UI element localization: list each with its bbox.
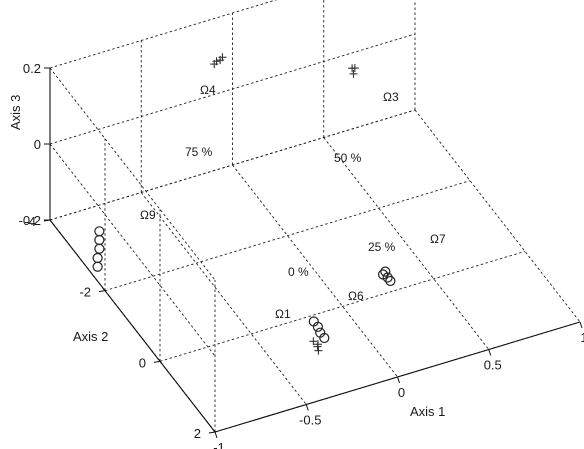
- x-tick-label: 1: [580, 330, 584, 345]
- data-point-circle: [308, 316, 319, 327]
- floor-grid-line: [140, 192, 307, 405]
- y-axis-label: Axis 2: [73, 329, 108, 344]
- cluster-label-omega-7: Ω7: [430, 232, 446, 246]
- x-tick-label: -0.5: [299, 413, 321, 428]
- annotation-50-percent: 50 %: [334, 151, 362, 165]
- data-point-circle: [94, 226, 105, 237]
- floor-grid-line: [159, 250, 526, 362]
- axes-box: [43, 67, 583, 439]
- x-tick-mark: [488, 349, 492, 356]
- y-tick-label: -2: [79, 285, 91, 300]
- y-tick-label: 2: [194, 426, 201, 441]
- back-wall-grid-line: [49, 109, 416, 221]
- data-point-plus: [313, 340, 322, 349]
- x-tick-mark: [579, 321, 583, 329]
- data-point-circle: [92, 261, 103, 272]
- annotation-25-percent: 25 %: [368, 240, 396, 254]
- y-tick-mark: [153, 360, 161, 363]
- data-point-plus: [218, 53, 227, 62]
- z-tick-label: 0.2: [23, 61, 41, 76]
- back-wall-grid-line: [49, 33, 416, 145]
- y-tick-label: 0: [139, 355, 146, 370]
- data-point-plus: [212, 57, 221, 66]
- z-tick-label: -0.2: [19, 213, 41, 228]
- cluster-label-omega-1: Ω1: [275, 307, 291, 321]
- floor-grid-line: [414, 109, 581, 323]
- z-axis-label: Axis 3: [8, 95, 23, 130]
- data-point-plus: [348, 64, 357, 73]
- y-tick-mark: [98, 290, 106, 293]
- x-axis-label: Axis 1: [410, 404, 445, 419]
- tick-labels: -1 -0.5 0 0.5 1 -4 -2 0 2 -0.2 0 0.2: [19, 61, 584, 449]
- floor-grid-line: [232, 164, 398, 378]
- cluster-label-omega-3: Ω3: [383, 90, 399, 104]
- x-tick-label: 0.5: [484, 358, 502, 373]
- annotation-0-percent: 0 %: [288, 265, 309, 279]
- y-axis-line: [49, 219, 216, 433]
- side-wall-grid-line: [49, 67, 216, 281]
- y-tick-label: -4: [24, 214, 36, 229]
- annotation-75-percent: 75 %: [185, 145, 213, 159]
- floor-grid-line: [104, 180, 471, 292]
- data-point-plus: [309, 337, 318, 346]
- data-point-circle: [92, 252, 103, 264]
- back-wall-grid-line: [49, 0, 278, 69]
- data-point-plus: [349, 69, 358, 78]
- data-point-circle: [94, 234, 105, 246]
- data-point-circle: [385, 275, 396, 287]
- data-points: [92, 53, 396, 355]
- cluster-label-omega-6: Ω6: [348, 289, 364, 303]
- z-tick-label: 0: [34, 137, 41, 152]
- cluster-label-omega-9: Ω9: [140, 208, 156, 222]
- data-point-circle: [315, 327, 326, 338]
- data-point-circle: [380, 266, 391, 277]
- data-point-circle: [94, 243, 105, 254]
- data-point-circle: [377, 269, 389, 280]
- x-tick-label: 0: [398, 385, 405, 400]
- side-wall-grid-line: [49, 143, 216, 357]
- floor-grid-line: [323, 137, 490, 350]
- cluster-label-omega-4: Ω4: [200, 83, 216, 97]
- x-tick-mark: [397, 376, 400, 384]
- x-tick-label: -1: [213, 440, 225, 449]
- y-tick-mark: [208, 431, 216, 434]
- x-tick-mark: [214, 431, 218, 439]
- x-tick-mark: [305, 404, 309, 411]
